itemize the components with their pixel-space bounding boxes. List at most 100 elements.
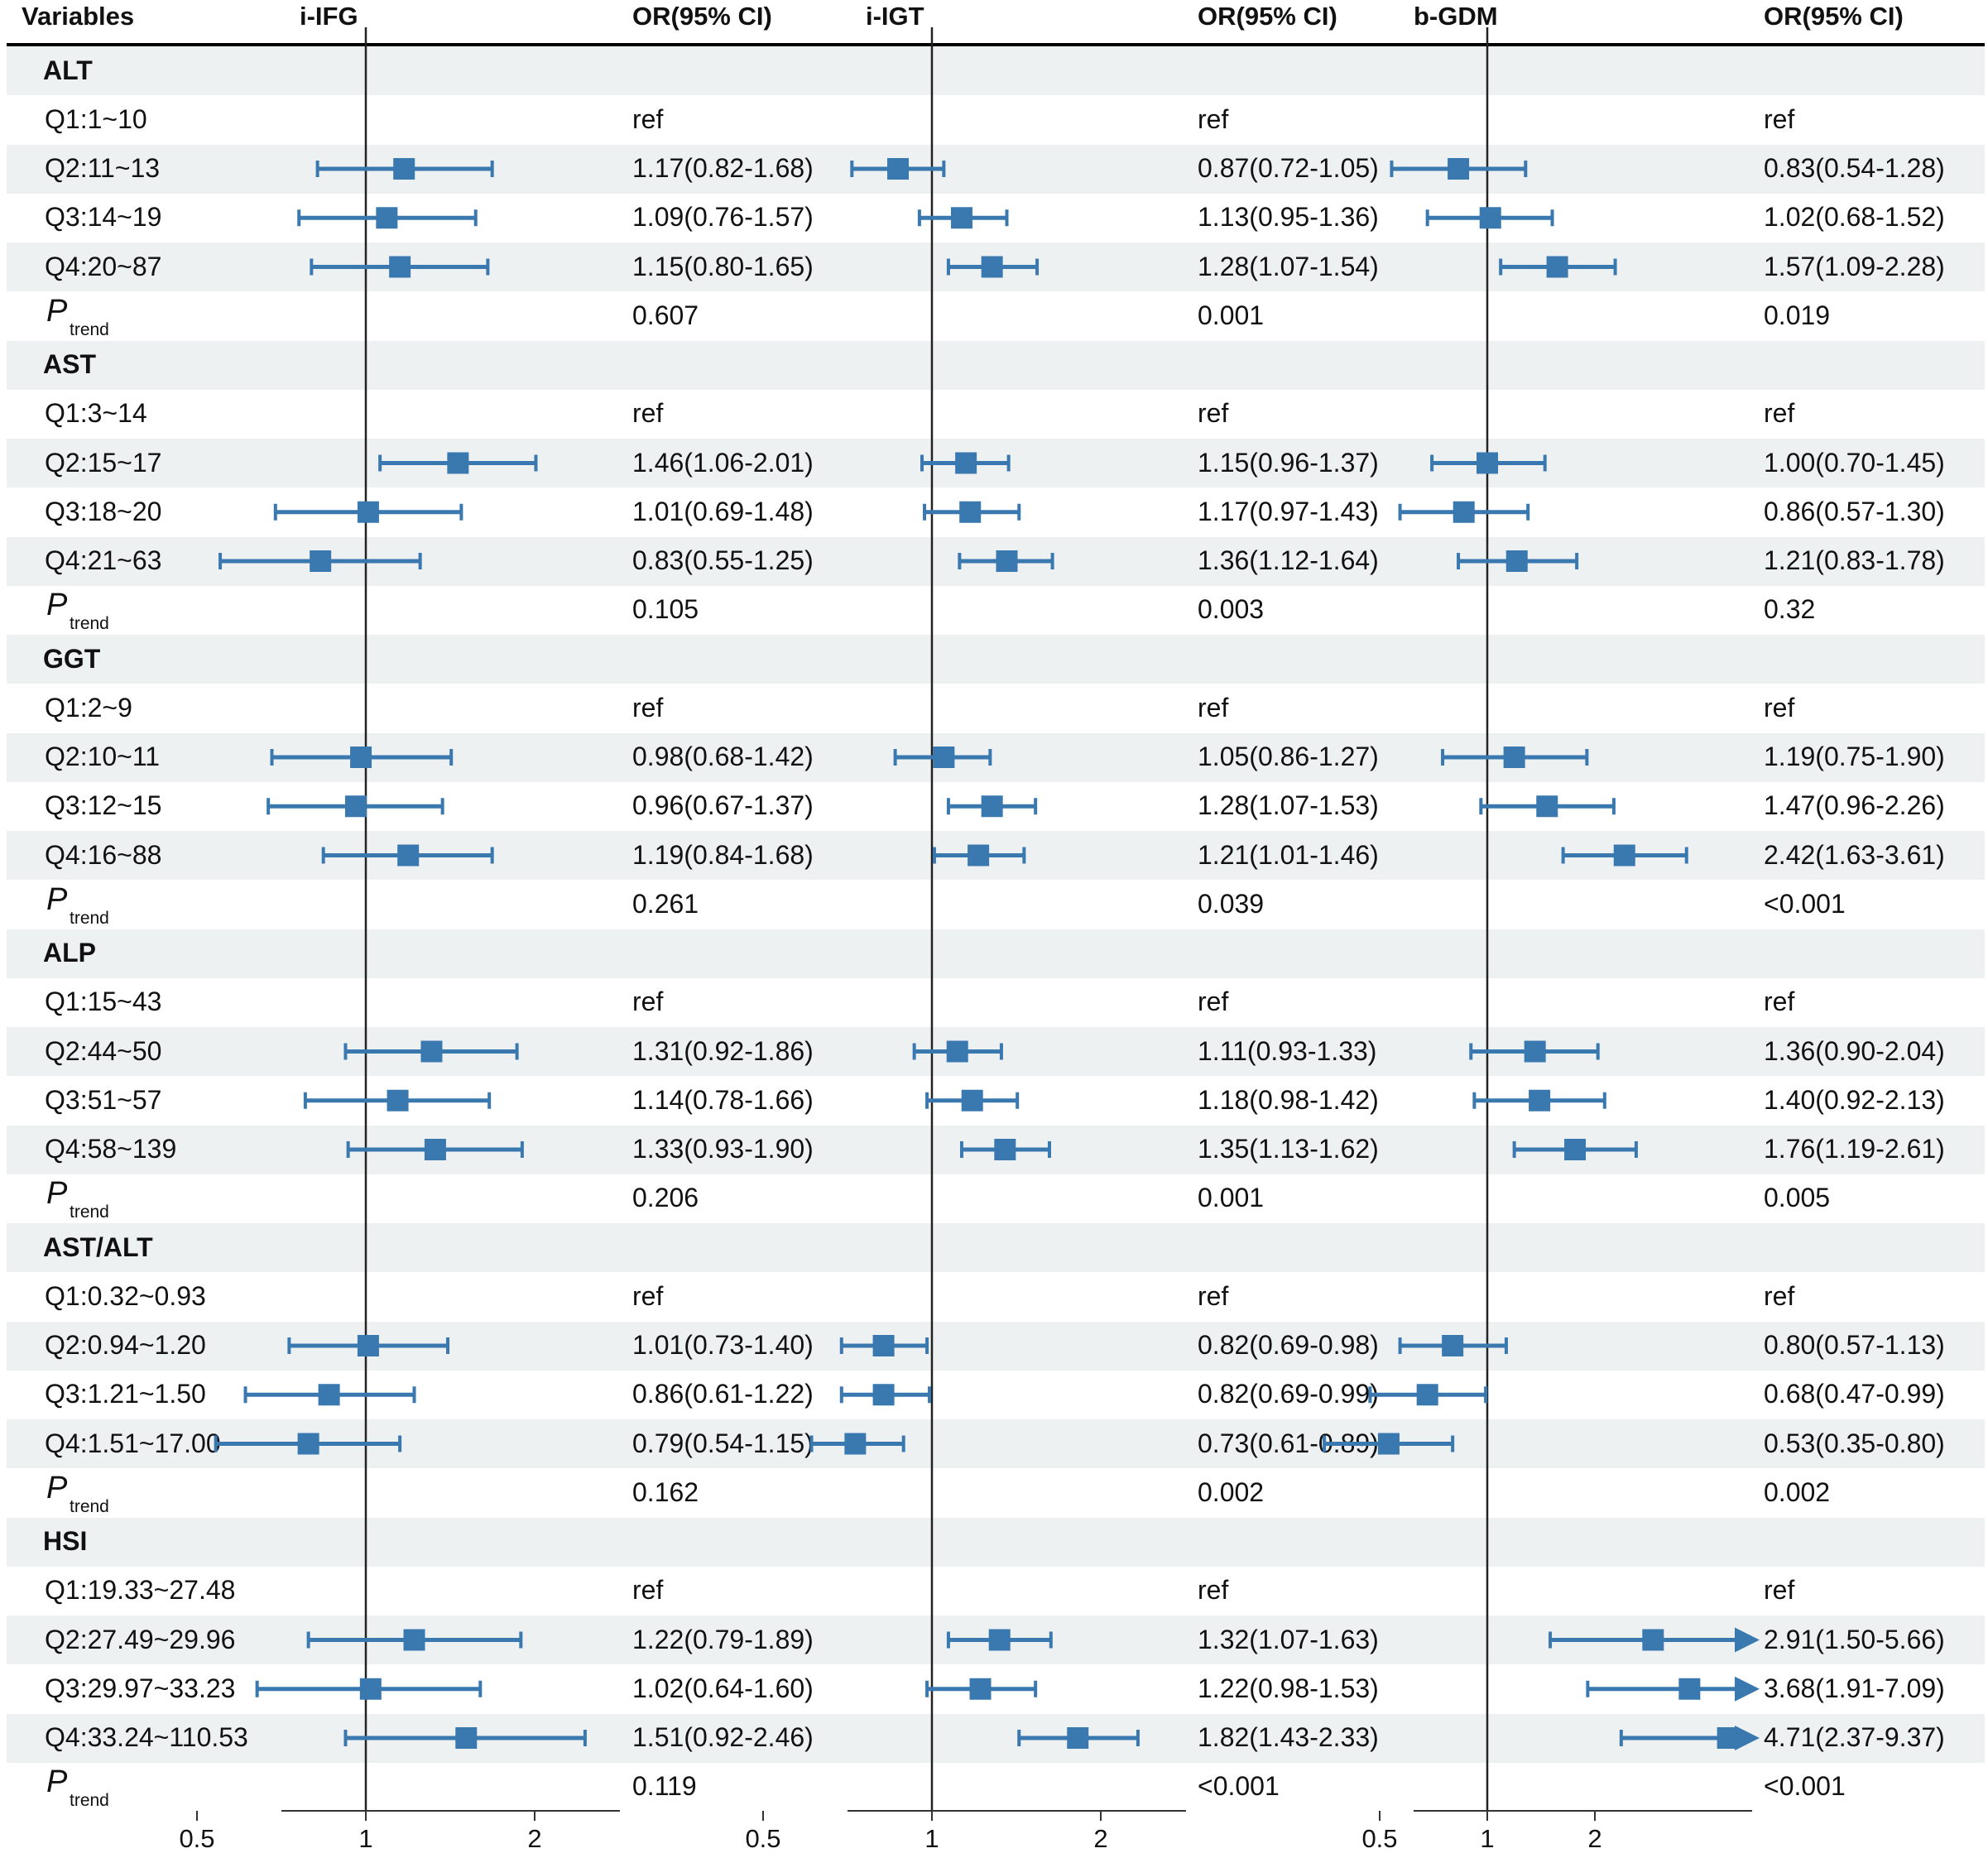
or-value: 1.47(0.96-2.26) bbox=[1764, 790, 1945, 821]
or-value: 0.80(0.57-1.13) bbox=[1764, 1330, 1945, 1360]
or-point bbox=[1564, 1139, 1587, 1160]
p-trend-value: 0.005 bbox=[1764, 1183, 1831, 1213]
or-point bbox=[310, 550, 332, 572]
row-label: Q1:0.32~0.93 bbox=[45, 1280, 206, 1311]
or-value: ref bbox=[1764, 692, 1795, 723]
p-trend-sub: trend bbox=[70, 614, 109, 634]
or-point bbox=[1536, 795, 1558, 818]
row-band bbox=[7, 635, 1985, 684]
or-point bbox=[1613, 844, 1635, 867]
or-point bbox=[1377, 1433, 1400, 1455]
or-value: 1.18(0.98-1.42) bbox=[1198, 1084, 1379, 1115]
or-value: 0.79(0.54-1.15) bbox=[632, 1428, 814, 1458]
row-label: Q3:12~15 bbox=[45, 790, 162, 821]
or-value: 1.14(0.78-1.66) bbox=[632, 1084, 814, 1115]
or-value: ref bbox=[1198, 1280, 1229, 1311]
or-value: 1.17(0.82-1.68) bbox=[632, 153, 814, 183]
or-point bbox=[1416, 1384, 1438, 1406]
p-trend-sub: trend bbox=[70, 1203, 109, 1222]
or-point bbox=[988, 1629, 1011, 1651]
or-point bbox=[318, 1384, 340, 1406]
or-value: 1.09(0.76-1.57) bbox=[632, 202, 814, 233]
or-value: 1.57(1.09-2.28) bbox=[1764, 251, 1945, 281]
or-point bbox=[981, 256, 1003, 278]
p-trend-sub: trend bbox=[70, 1791, 109, 1811]
or-value: ref bbox=[1764, 103, 1795, 134]
p-trend-value: 0.002 bbox=[1764, 1476, 1831, 1507]
or-point bbox=[447, 452, 469, 474]
or-value: 1.02(0.64-1.60) bbox=[632, 1673, 814, 1703]
or-point bbox=[359, 1678, 382, 1700]
header-or-b-gdm: OR(95% CI) bbox=[1764, 2, 1904, 31]
row-label: Q2:11~13 bbox=[45, 153, 161, 183]
or-point bbox=[376, 207, 398, 229]
or-point bbox=[397, 844, 420, 867]
or-point bbox=[1505, 550, 1528, 572]
or-value: 1.19(0.75-1.90) bbox=[1764, 742, 1945, 771]
or-value: 1.31(0.92-1.86) bbox=[632, 1035, 814, 1066]
or-value: 1.02(0.68-1.52) bbox=[1764, 202, 1945, 233]
or-value: 1.28(1.07-1.54) bbox=[1198, 251, 1379, 281]
or-point bbox=[297, 1433, 319, 1455]
or-value: ref bbox=[1764, 1575, 1795, 1606]
row-label: Q1:19.33~27.48 bbox=[45, 1575, 236, 1606]
or-value: 1.36(0.90-2.04) bbox=[1764, 1035, 1945, 1066]
row-band bbox=[7, 1517, 1985, 1567]
row-label: Q1:15~43 bbox=[45, 987, 162, 1017]
or-point bbox=[1503, 747, 1525, 768]
p-trend-label: P bbox=[46, 588, 68, 623]
or-point bbox=[950, 207, 972, 229]
axis-tick-label: 0.5 bbox=[745, 1824, 780, 1853]
or-value: ref bbox=[632, 1280, 664, 1311]
or-value: ref bbox=[1764, 987, 1795, 1017]
or-point bbox=[959, 501, 982, 523]
or-value: 1.11(0.93-1.33) bbox=[1198, 1035, 1377, 1066]
p-trend-value: <0.001 bbox=[1764, 1771, 1846, 1802]
or-value: 1.21(1.01-1.46) bbox=[1198, 839, 1379, 870]
header-panel-i-ifg: i-IFG bbox=[300, 2, 358, 31]
or-value: 0.68(0.47-0.99) bbox=[1764, 1379, 1945, 1409]
or-point bbox=[994, 1139, 1016, 1160]
header-variables: Variables bbox=[22, 2, 135, 31]
or-value: 2.42(1.63-3.61) bbox=[1764, 839, 1945, 870]
p-trend-value: 0.039 bbox=[1198, 888, 1265, 919]
or-point bbox=[1529, 1089, 1551, 1111]
p-trend-value: 0.119 bbox=[632, 1771, 697, 1802]
row-label: Q2:44~50 bbox=[45, 1035, 162, 1066]
p-trend-value: <0.001 bbox=[1764, 888, 1846, 919]
or-value: 0.82(0.69-0.99) bbox=[1198, 1379, 1379, 1409]
row-band bbox=[7, 46, 1985, 95]
row-label: Q1:1~10 bbox=[45, 103, 147, 134]
or-value: 1.00(0.70-1.45) bbox=[1764, 447, 1945, 478]
p-trend-label: P bbox=[46, 881, 68, 917]
or-point bbox=[357, 501, 379, 523]
or-value: 1.22(0.79-1.89) bbox=[632, 1624, 814, 1654]
header-panel-b-gdm: b-GDM bbox=[1414, 2, 1498, 31]
p-trend-label: P bbox=[46, 1470, 68, 1505]
or-value: 0.86(0.57-1.30) bbox=[1764, 496, 1945, 526]
row-label: Q4:21~63 bbox=[45, 545, 162, 575]
or-point bbox=[1477, 452, 1498, 474]
row-label: Q2:10~11 bbox=[45, 742, 161, 771]
row-label: Q1:3~14 bbox=[45, 398, 147, 429]
or-value: ref bbox=[1198, 398, 1229, 429]
row-label: Q3:29.97~33.23 bbox=[45, 1673, 236, 1703]
axis-tick-label: 2 bbox=[1587, 1824, 1601, 1853]
or-value: 0.86(0.61-1.22) bbox=[632, 1379, 814, 1409]
or-value: 2.91(1.50-5.66) bbox=[1764, 1624, 1945, 1654]
header-panel-i-igt: i-IGT bbox=[866, 2, 924, 31]
or-value: 1.35(1.13-1.62) bbox=[1198, 1134, 1379, 1164]
or-value: 1.15(0.96-1.37) bbox=[1198, 447, 1379, 478]
or-point bbox=[969, 1678, 992, 1700]
or-point bbox=[344, 795, 367, 818]
axis-tick-label: 0.5 bbox=[179, 1824, 214, 1853]
header-rule bbox=[7, 43, 1985, 47]
or-point bbox=[1642, 1629, 1664, 1651]
or-value: 1.46(1.06-2.01) bbox=[632, 447, 814, 478]
or-value: 1.01(0.69-1.48) bbox=[632, 496, 814, 526]
or-point bbox=[1479, 207, 1501, 229]
header-or-i-igt: OR(95% CI) bbox=[1198, 2, 1337, 31]
p-trend-value: 0.003 bbox=[1198, 594, 1265, 625]
